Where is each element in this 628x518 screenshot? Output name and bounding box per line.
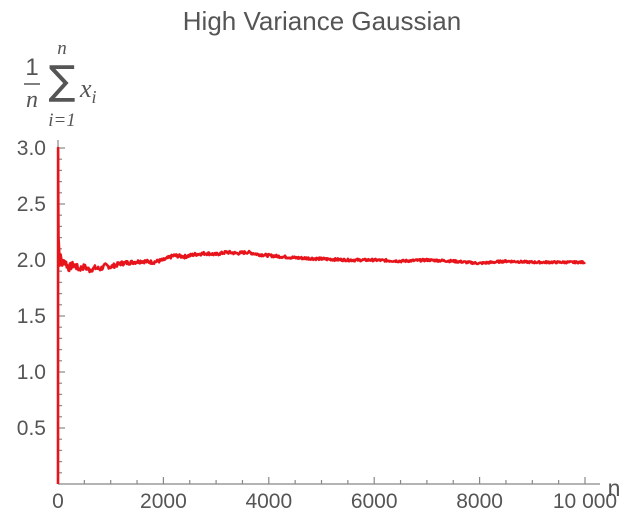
- y-axis-label-sum-lower: i=1: [48, 110, 76, 131]
- chart-title: High Variance Gaussian: [183, 6, 461, 36]
- y-tick-label: 1.5: [17, 305, 46, 328]
- y-tick-label: 0.5: [17, 417, 46, 440]
- x-tick-label: 4000: [245, 490, 292, 513]
- y-axis-label: 1 n n ∑ i=1 xi: [24, 38, 97, 131]
- y-tick-label: 2.0: [17, 249, 46, 272]
- x-axis-label: n: [608, 475, 621, 501]
- y-axis-label-denominator: n: [26, 87, 38, 113]
- x-tick-label: 6000: [351, 490, 398, 513]
- y-axis-label-numerator: 1: [25, 54, 38, 81]
- x-tick-label: 10 000: [553, 490, 617, 513]
- y-axis-label-summand: xi: [79, 74, 97, 107]
- y-axis-label-sum-upper: n: [57, 38, 67, 59]
- y-tick-label: 2.5: [17, 193, 46, 216]
- series-line: [56, 146, 586, 485]
- y-tick-label: 3.0: [17, 137, 46, 160]
- axes: 0 2000 4000 6000 8000 10 000 0.5 1.0 1.5 2.0 2.5 3.…: [17, 137, 617, 513]
- sigma-icon: ∑: [49, 58, 76, 104]
- y-tick-label: 1.0: [17, 361, 46, 384]
- x-tick-label: 8000: [456, 490, 503, 513]
- x-tick-label: 0: [52, 490, 64, 513]
- x-tick-label: 2000: [140, 490, 187, 513]
- series-layer: [56, 146, 586, 485]
